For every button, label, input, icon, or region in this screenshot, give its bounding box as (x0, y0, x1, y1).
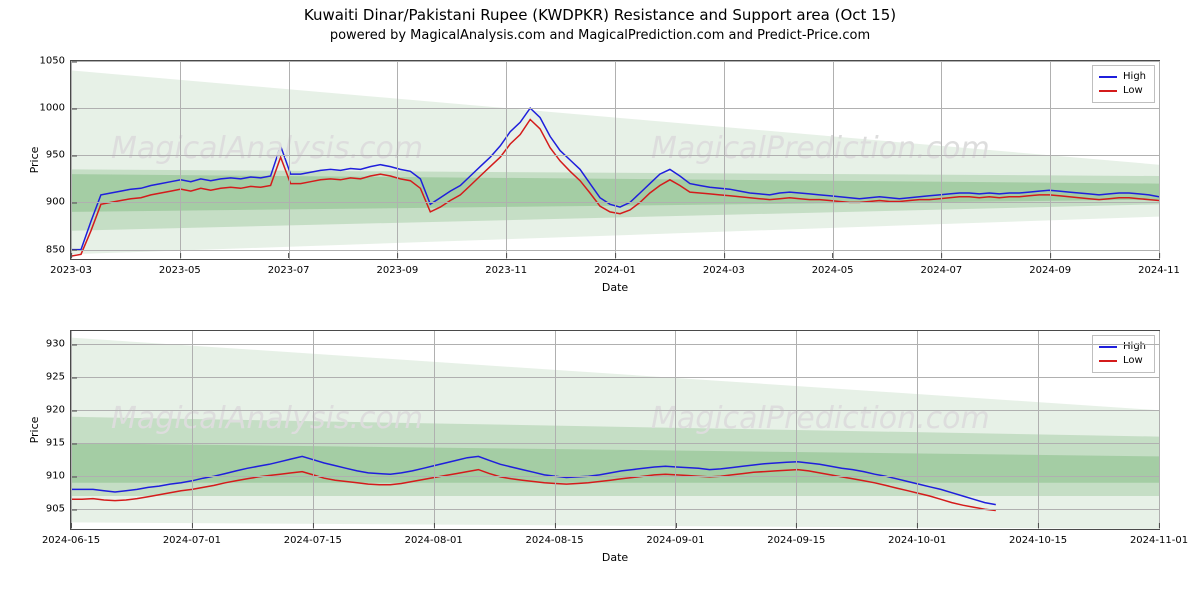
y-axis-label: Price (28, 417, 41, 444)
legend-label-high: High (1123, 340, 1146, 354)
y-tick: 1000 (40, 103, 71, 114)
gridline (71, 377, 1159, 378)
gridline (917, 331, 918, 529)
legend-swatch-low (1099, 90, 1117, 92)
gridline (1159, 331, 1160, 529)
x-axis-label: Date (602, 551, 628, 564)
y-tick: 920 (46, 405, 71, 416)
x-tick: 2024-09-01 (646, 529, 704, 546)
legend-item-high: High (1099, 340, 1146, 354)
gridline (71, 509, 1159, 510)
x-tick: 2024-07 (920, 259, 962, 276)
x-tick: 2024-11 (1138, 259, 1180, 276)
y-tick: 905 (46, 504, 71, 515)
gridline (1159, 61, 1160, 259)
gridline (615, 61, 616, 259)
legend-item-low: Low (1099, 84, 1146, 98)
legend-label-low: Low (1123, 354, 1143, 368)
gridline (71, 61, 72, 259)
y-axis-label: Price (28, 147, 41, 174)
x-tick: 2023-07 (268, 259, 310, 276)
legend-swatch-high (1099, 346, 1117, 348)
legend-item-low: Low (1099, 354, 1146, 368)
gridline (192, 331, 193, 529)
x-tick: 2024-09-15 (767, 529, 825, 546)
gridline (71, 331, 72, 529)
x-tick: 2024-07-15 (284, 529, 342, 546)
gridline (71, 410, 1159, 411)
x-tick: 2024-10-15 (1009, 529, 1067, 546)
y-tick: 1050 (40, 56, 71, 67)
chart-subtitle: powered by MagicalAnalysis.com and Magic… (0, 28, 1200, 43)
x-tick: 2024-01 (594, 259, 636, 276)
x-tick: 2023-11 (485, 259, 527, 276)
gridline (71, 476, 1159, 477)
gridline (941, 61, 942, 259)
chart-title: Kuwaiti Dinar/Pakistani Rupee (KWDPKR) R… (0, 6, 1200, 24)
gridline (1038, 331, 1039, 529)
legend: High Low (1092, 65, 1155, 103)
legend-label-high: High (1123, 70, 1146, 84)
gridline (397, 61, 398, 259)
chart-panel-bottom: MagicalAnalysis.com MagicalPrediction.co… (70, 330, 1160, 530)
gridline (675, 331, 676, 529)
y-tick: 925 (46, 372, 71, 383)
gridline (313, 331, 314, 529)
gridline (724, 61, 725, 259)
x-tick: 2024-06-15 (42, 529, 100, 546)
gridline (289, 61, 290, 259)
x-tick: 2024-10-01 (888, 529, 946, 546)
legend-item-high: High (1099, 70, 1146, 84)
gridline (506, 61, 507, 259)
legend-label-low: Low (1123, 84, 1143, 98)
legend-swatch-low (1099, 360, 1117, 362)
gridline (434, 331, 435, 529)
x-tick: 2024-09 (1029, 259, 1071, 276)
x-tick: 2024-11-01 (1130, 529, 1188, 546)
legend-swatch-high (1099, 76, 1117, 78)
chart-panel-top: MagicalAnalysis.com MagicalPrediction.co… (70, 60, 1160, 260)
gridline (1050, 61, 1051, 259)
legend: High Low (1092, 335, 1155, 373)
gridline (796, 331, 797, 529)
y-tick: 950 (46, 150, 71, 161)
gridline (555, 331, 556, 529)
gridline (180, 61, 181, 259)
y-tick: 930 (46, 339, 71, 350)
figure: Kuwaiti Dinar/Pakistani Rupee (KWDPKR) R… (0, 0, 1200, 600)
gridline (833, 61, 834, 259)
x-tick: 2024-05 (812, 259, 854, 276)
y-tick: 910 (46, 471, 71, 482)
y-tick: 850 (46, 244, 71, 255)
x-tick: 2023-05 (159, 259, 201, 276)
gridline (71, 344, 1159, 345)
y-tick: 900 (46, 197, 71, 208)
x-tick: 2023-03 (50, 259, 92, 276)
x-axis-label: Date (602, 281, 628, 294)
x-tick: 2024-03 (703, 259, 745, 276)
x-tick: 2024-08-01 (405, 529, 463, 546)
x-tick: 2024-07-01 (163, 529, 221, 546)
y-tick: 915 (46, 438, 71, 449)
x-tick: 2023-09 (376, 259, 418, 276)
gridline (71, 443, 1159, 444)
x-tick: 2024-08-15 (525, 529, 583, 546)
